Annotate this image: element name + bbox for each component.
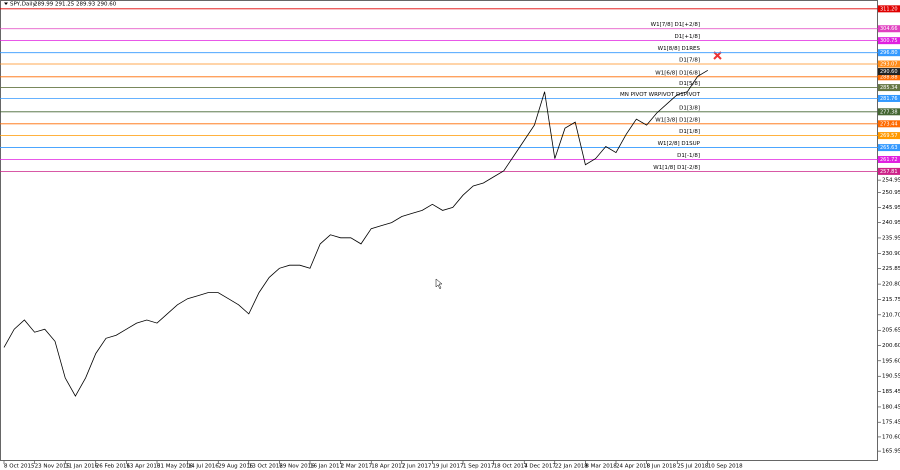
- price-tag: 281.76: [880, 96, 898, 102]
- symbol-title: SPY,Daily: [10, 2, 36, 8]
- level-label: W1[6/8] D1[6/8]: [655, 70, 700, 76]
- y-tick-label: 170.60: [882, 434, 900, 440]
- y-tick-label: 185.45: [882, 389, 900, 395]
- ohlc-text: 289.99 291.25 289.93 290.60: [34, 2, 117, 8]
- y-tick-label: 215.75: [882, 297, 900, 303]
- x-tick-label: 24 Apr 2018: [616, 464, 651, 470]
- price-tag: 261.72: [880, 157, 898, 163]
- level-label: W1[8/8] D1RES: [658, 46, 701, 52]
- price-tag: 288.88: [880, 74, 898, 80]
- signal-cross: [713, 51, 722, 60]
- plot-frame: [0, 0, 878, 461]
- level-label: D1[7/8]: [679, 58, 700, 64]
- price-tag-bg: [878, 37, 900, 45]
- price-tag-bg: [878, 120, 900, 128]
- x-tick-label: 10 Sep 2018: [708, 464, 743, 470]
- x-tick-label: 8 Jun 2018: [647, 464, 677, 470]
- y-tick-label: 250.95: [882, 190, 900, 196]
- price-tag: 285.34: [880, 85, 898, 91]
- x-tick-label: 2 Jun 2017: [402, 464, 432, 470]
- price-tag-bg: [878, 25, 900, 33]
- mouse-cursor: [435, 278, 443, 290]
- current-price-bg: [878, 68, 900, 76]
- x-tick-label: 22 Jan 2018: [555, 464, 588, 470]
- y-tick-label: 235.95: [882, 235, 900, 241]
- x-tick-label: 14 Jul 2016: [188, 464, 220, 470]
- x-tick-label: 31 May 2016: [157, 464, 193, 470]
- price-tag-bg: [878, 84, 900, 92]
- x-tick-label: 23 Nov 2015: [35, 464, 71, 470]
- x-tick-label: 18 Oct 2017: [494, 464, 529, 470]
- price-tag-bg: [878, 5, 900, 13]
- y-tick-label: 220.80: [882, 282, 900, 288]
- price-tag-bg: [878, 167, 900, 175]
- x-tick-label: 16 Jan 2017: [310, 464, 343, 470]
- x-tick-label: 13 Oct 2016: [249, 464, 284, 470]
- y-tick-label: 195.60: [882, 358, 900, 364]
- price-tag: 277.38: [880, 109, 898, 115]
- price-tag-bg: [878, 49, 900, 57]
- x-tick-label: 1 Sep 2017: [463, 464, 495, 470]
- price-tag: 311.20: [880, 6, 898, 12]
- level-label: W1[1/8] D1[-2/8]: [653, 165, 700, 171]
- level-label: D1[+1/8]: [675, 34, 701, 40]
- level-label: D1[3/8]: [679, 105, 700, 111]
- x-tick-label: 26 Feb 2016: [96, 464, 131, 470]
- x-tick-label: 13 Apr 2016: [126, 464, 161, 470]
- price-tag: 293.07: [880, 62, 898, 68]
- x-tick-label: 18 Apr 2017: [371, 464, 406, 470]
- x-tick-label: 4 Dec 2017: [524, 464, 556, 470]
- price-tag-bg: [878, 73, 900, 81]
- level-label: MN PIVOT WRPIVOT D1PIVOT: [620, 92, 701, 98]
- price-tag: 273.44: [880, 121, 898, 127]
- y-tick-label: 165.95: [882, 449, 900, 455]
- price-tag: 269.57: [880, 133, 898, 139]
- x-tick-label: 19 Jul 2017: [432, 464, 464, 470]
- y-tick-label: 245.95: [882, 205, 900, 211]
- menu-arrow[interactable]: [4, 2, 8, 6]
- x-tick-label: 2 Mar 2017: [341, 464, 373, 470]
- x-tick-label: 8 Mar 2018: [585, 464, 617, 470]
- level-label: W1[7/8] D1[+2/8]: [651, 22, 700, 28]
- price-tag-bg: [878, 60, 900, 68]
- y-tick-label: 180.45: [882, 404, 900, 410]
- price-tag-bg: [878, 144, 900, 152]
- y-tick-label: 240.95: [882, 220, 900, 226]
- y-tick-label: 205.65: [882, 328, 900, 334]
- y-tick-label: 175.45: [882, 420, 900, 426]
- price-tag: 300.75: [880, 38, 898, 44]
- price-tag: 257.81: [880, 169, 898, 175]
- level-label: D1[5/8]: [679, 81, 700, 87]
- x-tick-label: 25 Jul 2018: [677, 464, 709, 470]
- price-tag: 265.63: [880, 145, 898, 151]
- level-label: W1[2/8] D1SUP: [658, 141, 701, 147]
- price-tag-bg: [878, 108, 900, 116]
- current-price: 290.60: [880, 69, 898, 75]
- y-tick-label: 225.85: [882, 266, 900, 272]
- y-tick-label: 254.95: [882, 178, 900, 184]
- price-tag: 304.66: [880, 26, 898, 32]
- x-tick-label: 29 Aug 2016: [218, 464, 254, 470]
- y-tick-label: 190.55: [882, 374, 900, 380]
- x-tick-label: 11 Jan 2016: [65, 464, 98, 470]
- y-tick-label: 200.60: [882, 343, 900, 349]
- price-tag: 296.80: [880, 50, 898, 56]
- level-label: D1[1/8]: [679, 129, 700, 135]
- x-tick-label: 8 Oct 2015: [4, 464, 35, 470]
- y-tick-label: 230.90: [882, 251, 900, 257]
- level-label: D1[-1/8]: [677, 153, 700, 159]
- y-tick-label: 210.70: [882, 312, 900, 318]
- price-tag-bg: [878, 94, 900, 102]
- price-tag-bg: [878, 155, 900, 163]
- price-tag-bg: [878, 132, 900, 140]
- x-tick-label: 29 Nov 2016: [279, 464, 315, 470]
- level-label: W1[3/8] D1[2/8]: [655, 117, 700, 123]
- price-line: [3, 69, 709, 397]
